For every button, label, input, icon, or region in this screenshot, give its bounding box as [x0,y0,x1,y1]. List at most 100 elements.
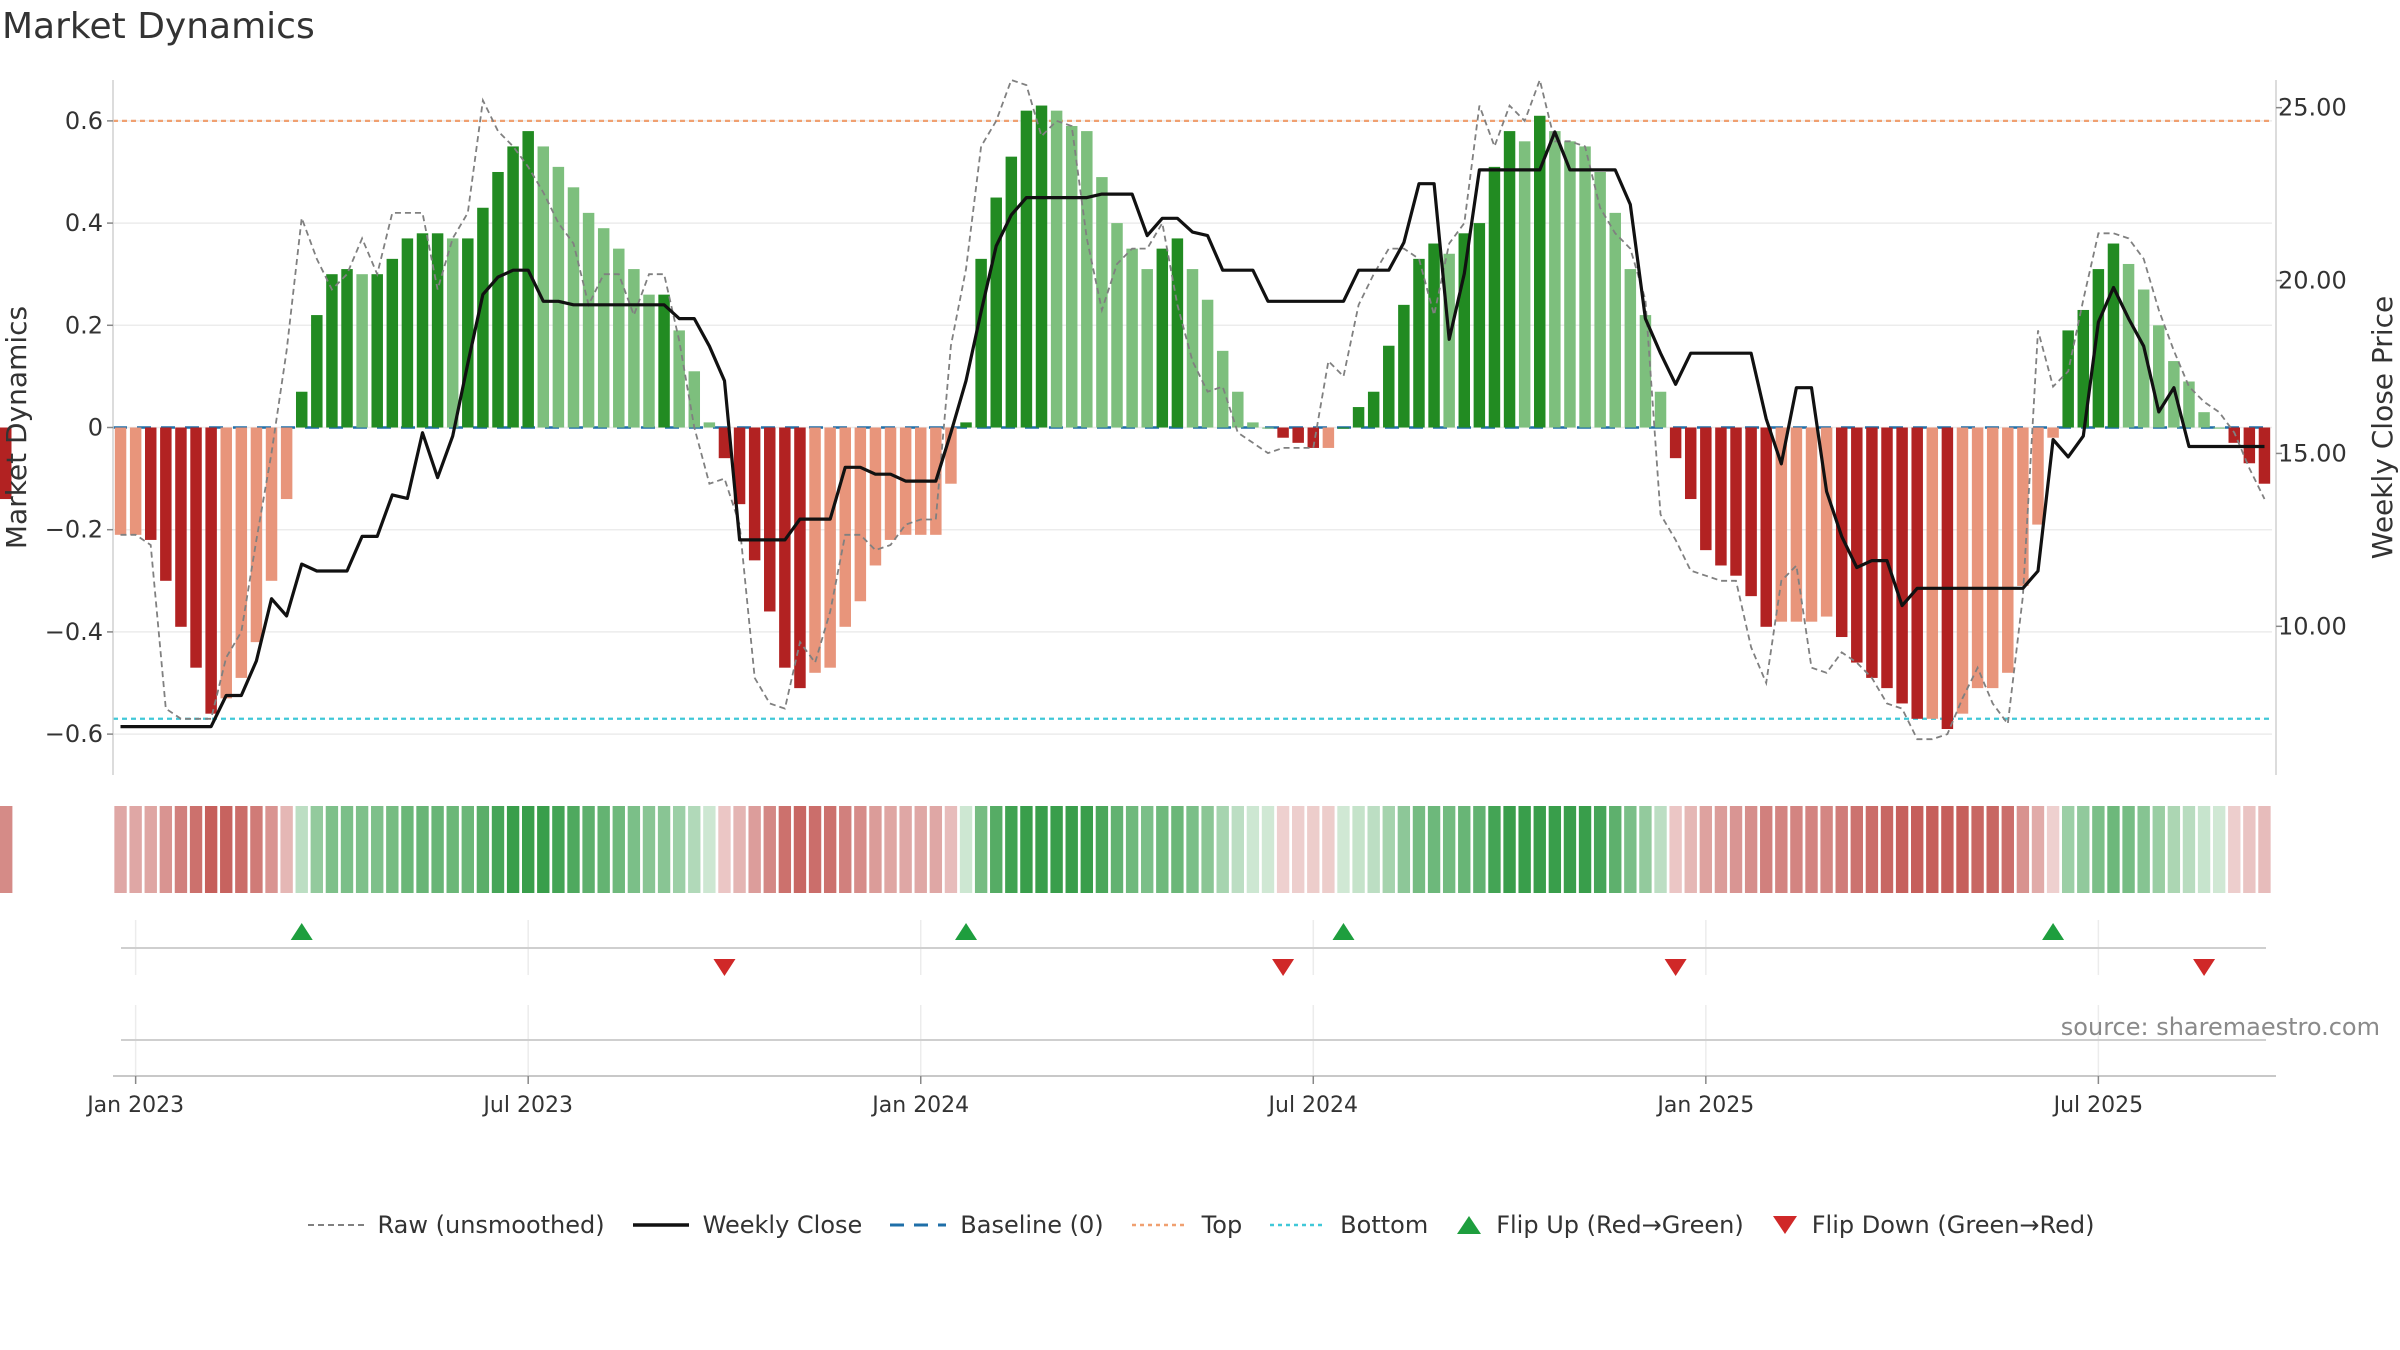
ribbon-cell [1110,806,1124,893]
dynamics-bar [1669,427,1682,459]
dynamics-bar [1383,345,1395,428]
dynamics-bars [0,105,2271,730]
dynamics-bar [462,238,474,428]
ribbon-cell [959,806,973,893]
dynamics-bar [2183,381,2195,428]
dynamics-bar [1020,110,1033,428]
ribbon-cell [2016,806,2030,893]
ribbon-cell [1186,806,1199,893]
ribbon-cell [431,806,444,893]
dynamics-bar [567,187,580,428]
dynamics-bar [522,131,534,428]
dynamics-bar [1005,156,1018,428]
ribbon-cell [612,806,625,893]
dynamics-bar [1579,146,1591,428]
dynamics-bar [1549,131,1561,428]
right-tick-label: 20.00 [2278,267,2347,295]
ribbon-cell [2243,806,2256,893]
ribbon-cell [144,806,157,893]
ribbon-cell [386,806,399,893]
dynamics-bar [356,274,368,428]
ribbon-cell [703,806,716,893]
dynamics-bar [2077,309,2090,428]
ribbon-cell [129,806,142,893]
ribbon-cell [1850,806,1863,893]
ribbon-cell [0,806,13,893]
ribbon-cell [2212,806,2226,893]
ribbon-cell [974,806,988,893]
ribbon-cell [1125,806,1139,893]
ribbon-cell [1231,806,1244,893]
dynamics-bar [1096,177,1108,428]
ribbon-cell [2137,806,2150,893]
dynamics-bar [492,171,504,428]
ribbon-cell [733,806,746,893]
ribbon-cell [1352,806,1365,893]
ribbon-cell [401,806,414,893]
ribbon-cell [1156,806,1169,893]
ribbon-cell [1171,806,1184,893]
ribbon-cell [1367,806,1380,893]
ribbon-cell [1729,806,1743,893]
legend-label-top: Top [1201,1211,1243,1239]
ribbon-cell [642,806,656,893]
ribbon-cell [1654,806,1667,893]
ribbon-cell [2031,806,2045,893]
dynamics-bar [1820,427,1833,617]
dynamics-bar [401,238,414,428]
x-tick-label: Jul 2025 [2052,1093,2144,1118]
left-tick-label: 0.6 [65,107,103,135]
ribbon-cell [899,806,912,893]
dynamics-bar [1790,427,1803,622]
ribbon-cell [2122,806,2135,893]
ribbon-cell [204,806,218,893]
ribbon-cell [1261,806,1275,893]
dynamics-bar [2002,427,2014,673]
dynamics-bar [960,422,972,428]
flip-down-marker [2193,959,2216,976]
weekly-close-line [120,130,2265,729]
dynamics-bar [1081,131,1093,428]
dynamics-bar [1986,427,1999,689]
ribbon-cell [1382,806,1395,893]
dynamics-bar [1398,304,1410,428]
ribbon-cell [793,806,807,893]
dynamics-bar [1730,427,1742,576]
dynamics-bar [1111,223,1123,428]
dynamics-bar [1715,427,1727,566]
ribbon-cell [1805,806,1818,893]
legend-swatch-raw [307,1224,364,1226]
dynamics-bar [764,427,776,612]
ribbon-cell [854,806,867,893]
dynamics-bar [2168,361,2180,428]
dynamics-bar [552,166,565,428]
dynamics-bar [718,427,731,459]
x-tick-label: Jan 2025 [1655,1093,1754,1118]
dynamics-bar [416,233,429,428]
dynamics-bar [2137,289,2150,428]
dynamics-bar [2122,263,2135,428]
ribbon-cell [1775,806,1788,893]
legend-label-weekly-close: Weekly Close [702,1211,863,1239]
series-lines [120,76,2266,741]
ribbon-cell [522,806,535,893]
dynamics-bar [1971,427,1984,689]
ribbon-cell [1216,806,1229,893]
ribbon-cell [2182,806,2196,893]
dynamics-bar [2198,412,2210,428]
dynamics-bar [884,427,897,540]
dynamics-bar [1851,427,1863,663]
legend-item-flip-up: Flip Up (Red→Green) [1454,1211,1744,1239]
dynamics-bar [1413,258,1425,428]
dynamics-bar [779,427,791,668]
ribbon-cell [808,806,822,893]
ribbon-cell [174,806,188,893]
dynamics-bar [869,427,882,566]
ribbon-cell [552,806,565,893]
dynamics-bar [326,274,338,428]
dynamics-bar [1141,269,1153,428]
legend-label-raw: Raw (unsmoothed) [377,1211,605,1239]
dynamics-bar [1232,391,1244,428]
left-tick-label: 0.4 [65,209,103,237]
dynamics-bar [205,427,217,714]
